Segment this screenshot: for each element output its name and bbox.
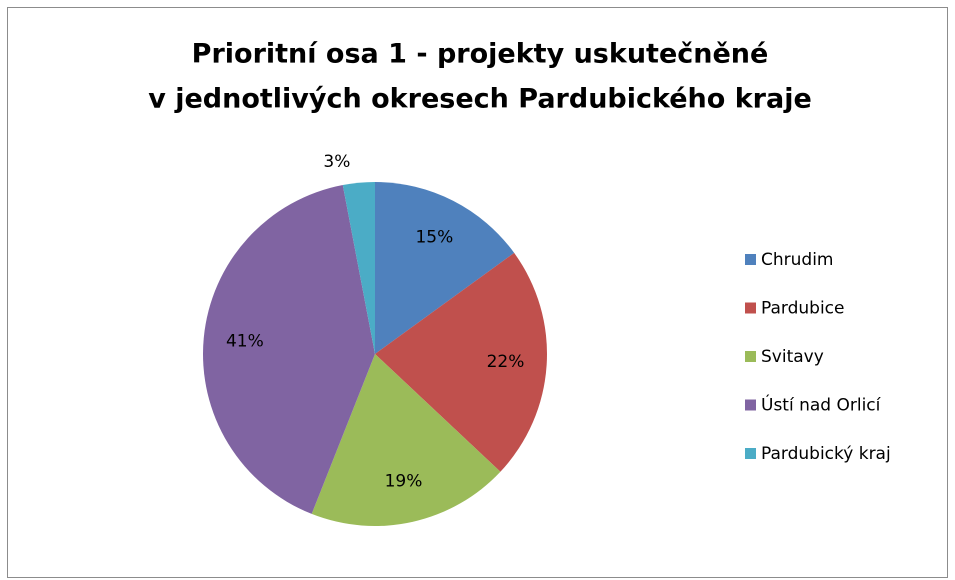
legend-swatch <box>745 302 756 314</box>
legend-swatch <box>745 448 756 459</box>
data-label: 3% <box>323 152 350 172</box>
chart-title: v jednotlivých okresech Pardubického kra… <box>148 84 812 115</box>
legend-label: Pardubice <box>761 299 844 319</box>
data-label: 19% <box>385 472 423 492</box>
pie-slice <box>375 182 515 354</box>
legend-label: Chrudim <box>761 250 833 270</box>
legend-label: Svitavy <box>761 347 824 367</box>
legend-swatch <box>745 399 756 411</box>
pie-slice <box>342 182 375 354</box>
pie-slice <box>311 354 501 526</box>
legend-label: Pardubický kraj <box>761 444 891 464</box>
data-label: 41% <box>226 332 264 352</box>
legend-label: Ústí nad Orlicí <box>761 394 882 416</box>
data-label: 15% <box>415 228 453 248</box>
legend-swatch <box>745 254 756 265</box>
pie-slice <box>203 185 375 514</box>
data-label: 22% <box>487 352 525 372</box>
chart-title: Prioritní osa 1 - projekty uskutečněné <box>192 39 769 70</box>
pie-slice <box>375 252 547 472</box>
legend-swatch <box>745 351 756 362</box>
